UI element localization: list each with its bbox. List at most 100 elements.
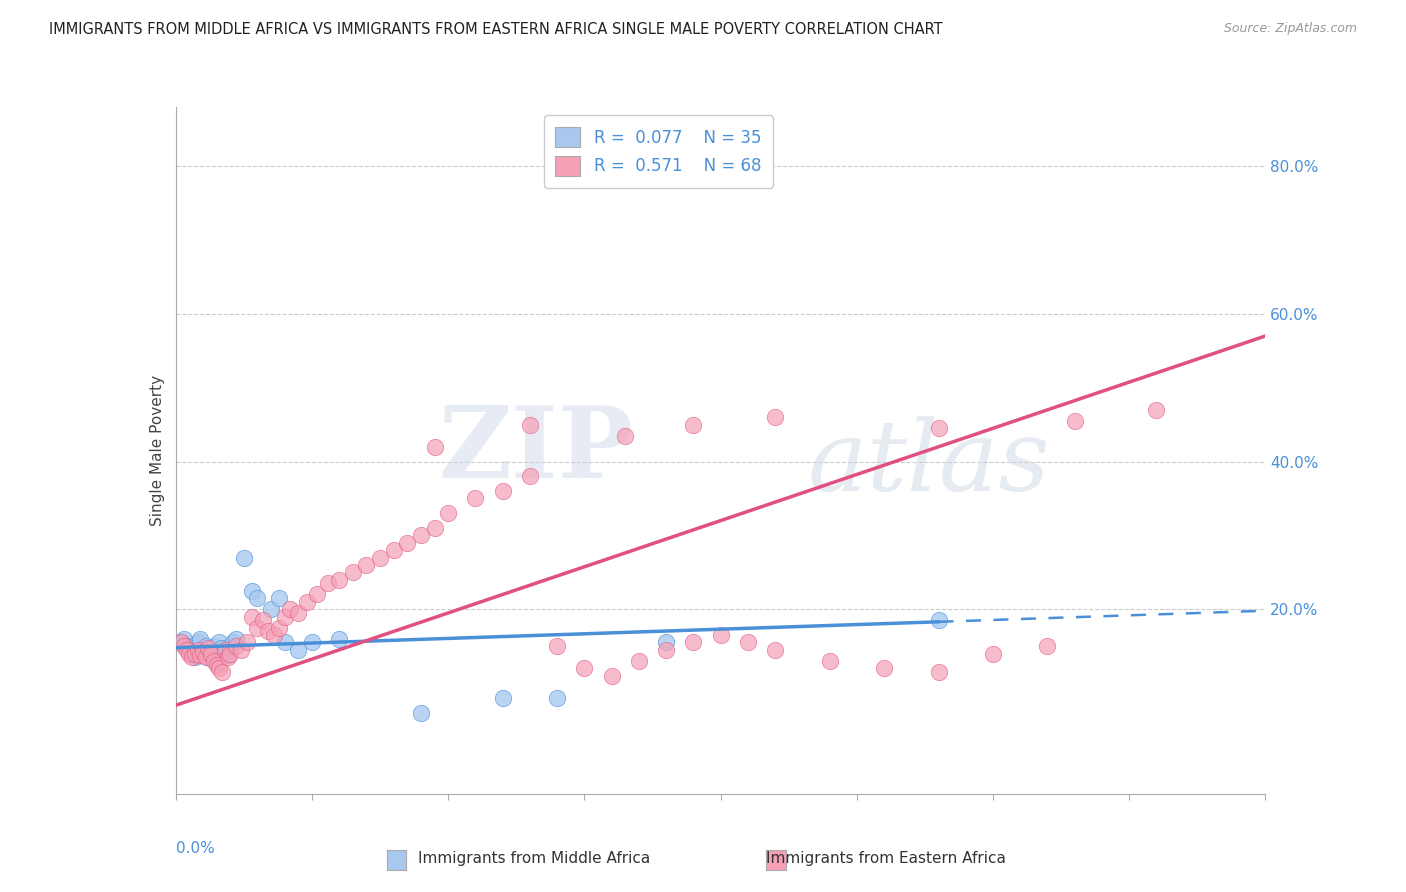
Point: [205, 657, 228, 672]
Point: [318, 576, 340, 591]
Point: [197, 650, 219, 665]
Point: [184, 647, 207, 661]
Point: [208, 661, 231, 675]
Point: [231, 643, 253, 657]
Point: [328, 632, 350, 646]
Point: [217, 650, 239, 665]
Point: [260, 602, 283, 616]
Point: [257, 624, 280, 639]
Point: [200, 647, 222, 661]
Point: [627, 654, 650, 668]
Point: [194, 650, 217, 665]
Point: [246, 591, 269, 606]
Point: [211, 640, 233, 655]
Point: [928, 613, 950, 627]
Point: [307, 587, 329, 601]
Legend: R =  0.077    N = 35, R =  0.571    N = 68: R = 0.077 N = 35, R = 0.571 N = 68: [544, 115, 773, 187]
Point: [170, 635, 193, 649]
Point: [295, 595, 318, 609]
Point: [655, 635, 678, 649]
Point: [763, 410, 786, 425]
Point: [437, 506, 460, 520]
Point: [981, 647, 1004, 661]
Point: [181, 647, 204, 661]
Point: [287, 643, 309, 657]
Point: [600, 669, 623, 683]
Point: [217, 648, 239, 662]
Point: [205, 643, 228, 657]
Point: [269, 591, 291, 606]
Point: [173, 632, 195, 646]
Point: [396, 535, 419, 549]
Point: [278, 602, 301, 616]
Point: [873, 661, 896, 675]
Point: [1144, 402, 1167, 417]
Point: [492, 484, 515, 499]
Point: [179, 643, 201, 657]
Point: [342, 566, 364, 580]
Point: [219, 647, 242, 661]
Point: [423, 440, 446, 454]
Y-axis label: Single Male Poverty: Single Male Poverty: [149, 375, 165, 526]
Point: [368, 550, 391, 565]
Point: [214, 645, 236, 659]
Point: [614, 428, 637, 442]
Point: [409, 528, 432, 542]
Point: [546, 690, 568, 705]
Point: [737, 635, 759, 649]
Point: [274, 609, 297, 624]
Point: [423, 521, 446, 535]
Point: [200, 647, 222, 661]
Point: [928, 665, 950, 679]
Point: [235, 635, 257, 649]
Point: [188, 648, 211, 662]
Point: [574, 661, 596, 675]
Point: [682, 417, 704, 432]
Point: [1036, 639, 1059, 653]
Point: [655, 643, 678, 657]
Point: [492, 690, 515, 705]
Point: [710, 628, 733, 642]
Point: [519, 469, 541, 483]
Point: [928, 421, 950, 435]
Text: atlas: atlas: [807, 417, 1050, 512]
Point: [186, 635, 209, 649]
Point: [219, 639, 242, 653]
Point: [191, 643, 214, 657]
Point: [211, 665, 233, 679]
Text: 0.0%: 0.0%: [176, 840, 215, 855]
Text: Source: ZipAtlas.com: Source: ZipAtlas.com: [1223, 22, 1357, 36]
Point: [197, 640, 219, 655]
Point: [301, 635, 323, 649]
Point: [202, 639, 225, 653]
Point: [274, 635, 297, 649]
Point: [409, 706, 432, 720]
Point: [225, 639, 247, 653]
Point: [1063, 414, 1085, 428]
Text: Immigrants from Eastern Africa: Immigrants from Eastern Africa: [766, 851, 1005, 865]
Point: [328, 573, 350, 587]
Point: [176, 639, 198, 653]
Point: [202, 654, 225, 668]
Point: [519, 417, 541, 432]
Point: [546, 639, 568, 653]
Point: [170, 635, 193, 649]
Point: [181, 650, 204, 665]
Point: [382, 543, 405, 558]
Point: [184, 650, 207, 665]
Text: Immigrants from Middle Africa: Immigrants from Middle Africa: [418, 851, 651, 865]
Point: [173, 639, 195, 653]
Text: IMMIGRANTS FROM MIDDLE AFRICA VS IMMIGRANTS FROM EASTERN AFRICA SINGLE MALE POVE: IMMIGRANTS FROM MIDDLE AFRICA VS IMMIGRA…: [49, 22, 943, 37]
Point: [186, 643, 209, 657]
Point: [246, 621, 269, 635]
Point: [287, 606, 309, 620]
Point: [191, 645, 214, 659]
Point: [188, 632, 211, 646]
Point: [232, 550, 254, 565]
Point: [225, 632, 247, 646]
Point: [263, 628, 285, 642]
Point: [179, 647, 201, 661]
Point: [252, 613, 274, 627]
Point: [194, 639, 217, 653]
Point: [176, 643, 198, 657]
